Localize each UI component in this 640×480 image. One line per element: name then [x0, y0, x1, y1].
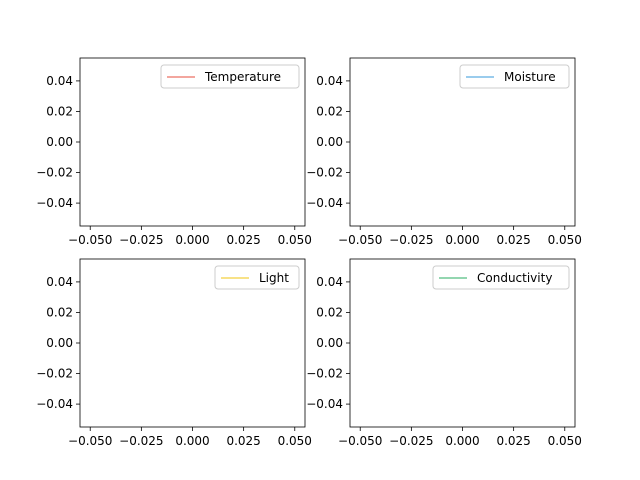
x-tick-label: 0.050 — [548, 434, 582, 448]
y-tick-label: 0.00 — [316, 135, 343, 149]
legend: Conductivity — [432, 265, 570, 290]
y-tick-label: −0.04 — [306, 196, 343, 210]
y-tick-label: −0.04 — [36, 196, 73, 210]
x-tick-label: −0.050 — [68, 434, 112, 448]
axes-bottom-right: −0.050 −0.025 0.000 0.025 0.050 0.04 0.02 0.00 −… — [306, 258, 582, 448]
x-tick-label: −0.050 — [68, 233, 112, 247]
x-tick-label: 0.000 — [445, 233, 479, 247]
x-tick-label: −0.025 — [119, 233, 163, 247]
legend-box — [459, 64, 570, 89]
y-tick-label: −0.02 — [36, 166, 73, 180]
y-tick-label: 0.04 — [316, 275, 343, 289]
legend-label: Light — [259, 271, 289, 285]
legend-label: Conductivity — [477, 271, 552, 285]
x-tick-label: 0.025 — [496, 434, 530, 448]
y-tick-label: 0.04 — [316, 74, 343, 88]
x-tick-label: 0.050 — [278, 233, 312, 247]
x-tick-label: 0.050 — [278, 434, 312, 448]
y-tick-label: 0.02 — [46, 305, 73, 319]
legend: Moisture — [459, 64, 570, 89]
legend-label: Moisture — [504, 70, 556, 84]
y-tick-label: 0.04 — [46, 74, 73, 88]
y-tick-label: 0.00 — [46, 135, 73, 149]
axes-top-right: −0.050 −0.025 0.000 0.025 0.050 0.04 0.02 0.00 −… — [306, 57, 582, 247]
y-tick-label: 0.02 — [316, 104, 343, 118]
x-tick-label: −0.025 — [389, 434, 433, 448]
legend-box — [214, 265, 300, 290]
x-tick-label: −0.050 — [338, 233, 382, 247]
x-tick-label: 0.000 — [175, 233, 209, 247]
y-tick-label: −0.02 — [306, 367, 343, 381]
y-tick-label: 0.02 — [46, 104, 73, 118]
axes-top-left: −0.050 −0.025 0.000 0.025 0.050 0.04 0.02 0.00 −… — [36, 57, 312, 247]
x-tick-label: −0.025 — [389, 233, 433, 247]
x-tick-label: 0.025 — [496, 233, 530, 247]
x-tick-label: 0.000 — [445, 434, 479, 448]
x-tick-label: 0.000 — [175, 434, 209, 448]
legend-label: Temperature — [204, 70, 281, 84]
y-tick-label: 0.00 — [46, 336, 73, 350]
axes-bottom-left: −0.050 −0.025 0.000 0.025 0.050 0.04 0.02 0.00 −… — [36, 258, 312, 448]
x-tick-label: 0.050 — [548, 233, 582, 247]
legend: Temperature — [160, 64, 300, 89]
x-tick-label: 0.025 — [226, 434, 260, 448]
x-tick-label: −0.025 — [119, 434, 163, 448]
legend-box — [160, 64, 300, 89]
legend-box — [432, 265, 570, 290]
legend: Light — [214, 265, 300, 290]
y-tick-label: 0.04 — [46, 275, 73, 289]
y-tick-label: −0.04 — [36, 397, 73, 411]
y-tick-label: −0.02 — [36, 367, 73, 381]
y-tick-label: −0.04 — [306, 397, 343, 411]
x-tick-label: 0.025 — [226, 233, 260, 247]
y-tick-label: 0.00 — [316, 336, 343, 350]
x-tick-label: −0.050 — [338, 434, 382, 448]
y-tick-label: −0.02 — [306, 166, 343, 180]
y-tick-label: 0.02 — [316, 305, 343, 319]
